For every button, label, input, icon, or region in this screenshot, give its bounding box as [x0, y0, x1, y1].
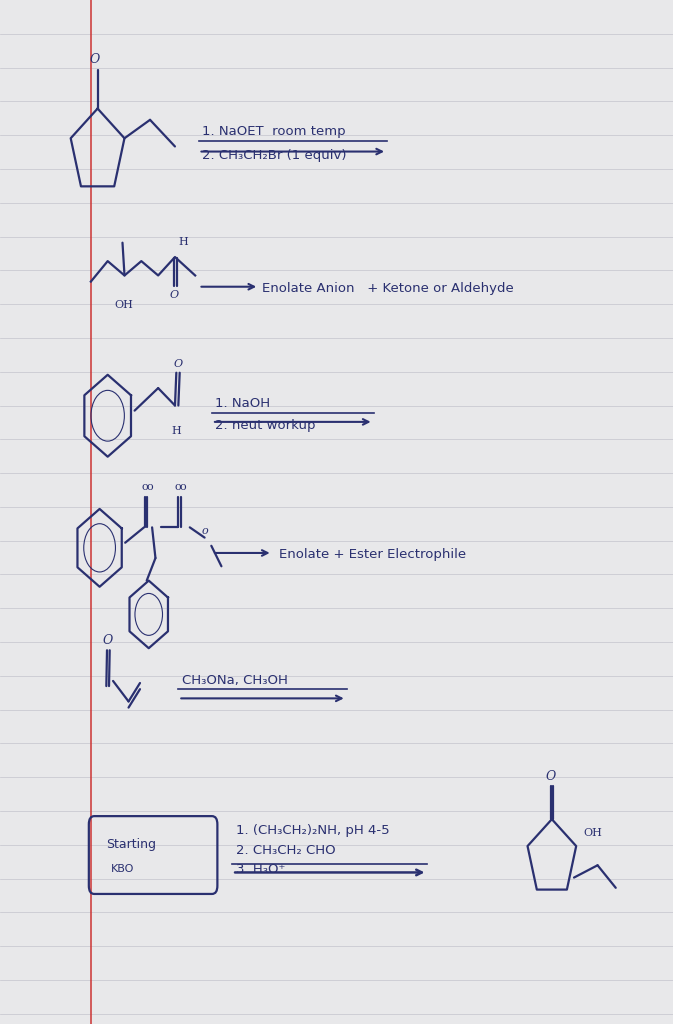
Text: O: O: [174, 358, 183, 369]
Text: 2. CH₃CH₂ CHO: 2. CH₃CH₂ CHO: [236, 844, 335, 857]
Text: O: O: [170, 290, 179, 300]
Text: o: o: [141, 482, 148, 493]
Text: OH: OH: [114, 300, 133, 310]
Text: 1. NaOET  room temp: 1. NaOET room temp: [202, 125, 345, 138]
Text: o: o: [175, 482, 182, 493]
Text: o: o: [180, 482, 186, 493]
Text: Starting: Starting: [106, 838, 156, 851]
Text: Enolate Anion   + Ketone or Aldehyde: Enolate Anion + Ketone or Aldehyde: [262, 282, 514, 295]
Text: 2. CH₃CH₂Br (1 equiv): 2. CH₃CH₂Br (1 equiv): [202, 148, 347, 162]
Text: 2. neut workup: 2. neut workup: [215, 419, 316, 432]
Text: O: O: [90, 53, 100, 67]
Text: 3. H₃O⁺: 3. H₃O⁺: [236, 863, 285, 877]
Text: H: H: [178, 237, 188, 247]
Text: H: H: [172, 426, 181, 436]
Text: o: o: [146, 482, 153, 493]
Text: KBO: KBO: [111, 864, 135, 874]
Text: Enolate + Ester Electrophile: Enolate + Ester Electrophile: [279, 548, 466, 561]
Text: 1. (CH₃CH₂)₂NH, pH 4-5: 1. (CH₃CH₂)₂NH, pH 4-5: [236, 823, 389, 837]
Text: O: O: [103, 634, 113, 647]
Text: O: O: [545, 770, 555, 783]
Text: CH₃ONa, CH₃OH: CH₃ONa, CH₃OH: [182, 674, 287, 687]
Text: 1. NaOH: 1. NaOH: [215, 396, 271, 410]
Text: o: o: [202, 525, 209, 536]
Text: OH: OH: [583, 827, 602, 838]
